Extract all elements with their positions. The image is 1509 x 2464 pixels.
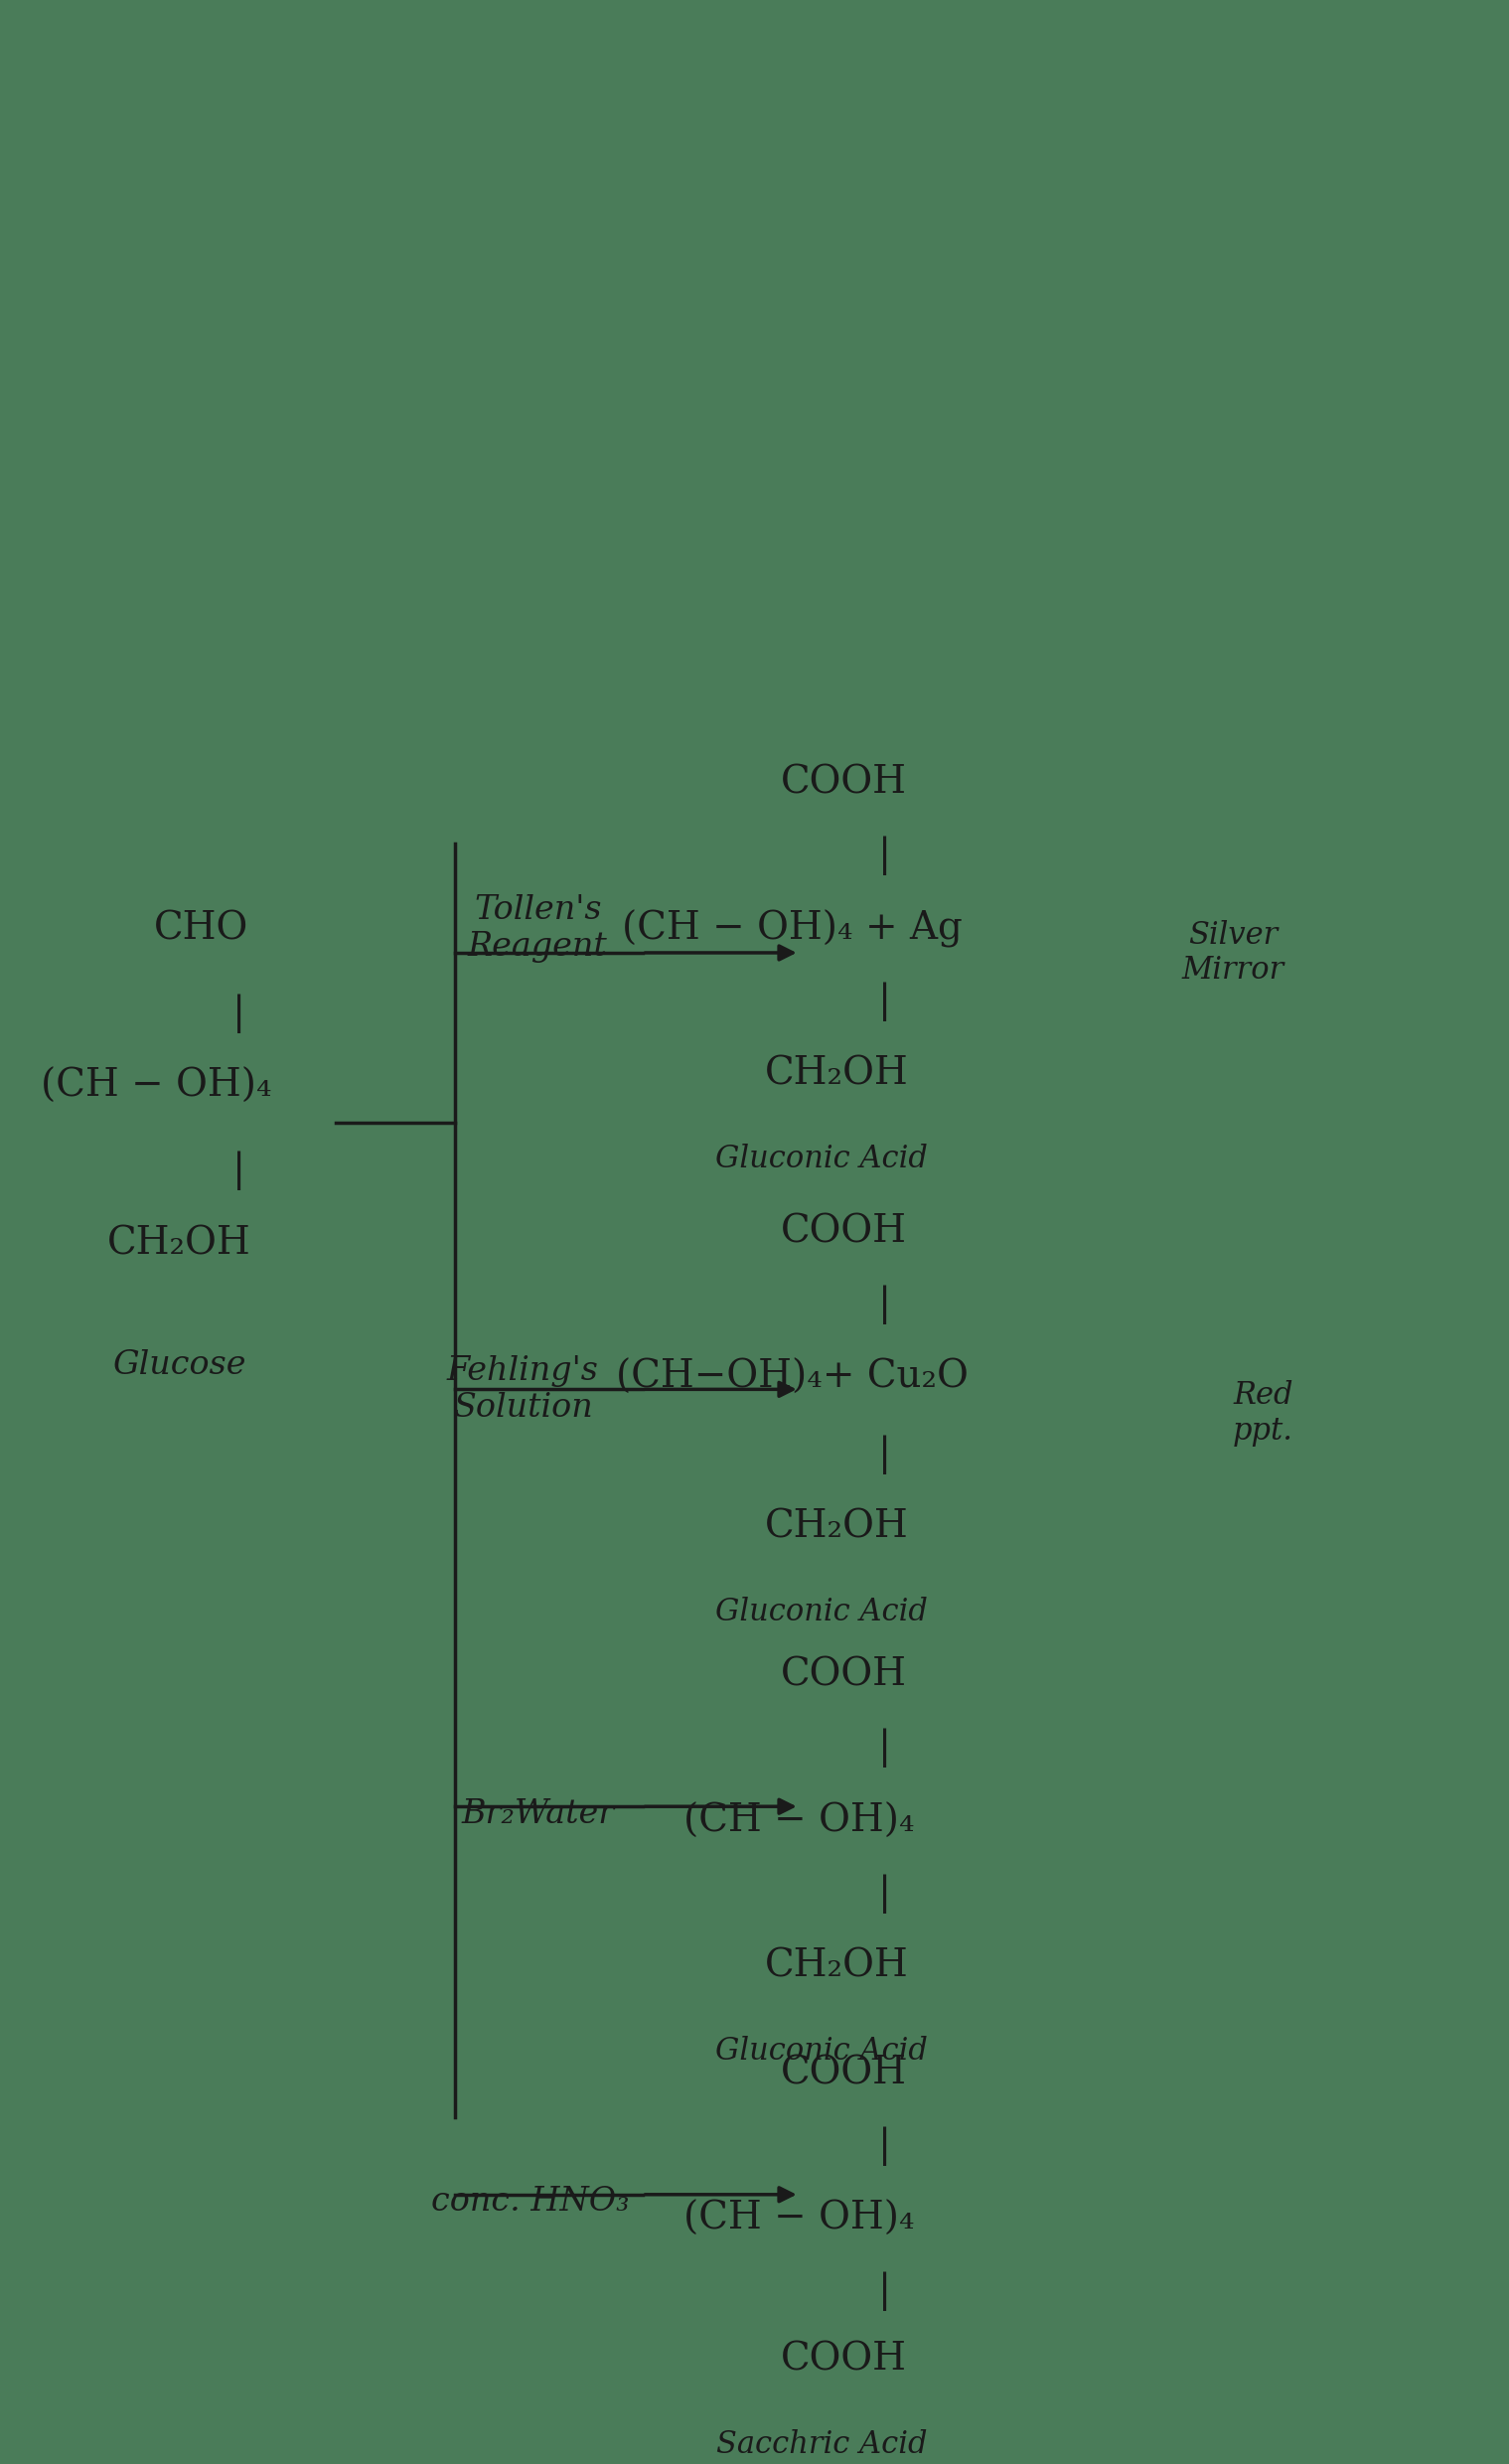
- Text: |: |: [878, 1875, 892, 1915]
- Text: Tollen's
Reagent: Tollen's Reagent: [468, 894, 608, 963]
- Text: COOH: COOH: [782, 1658, 907, 1693]
- Text: Gluconic Acid: Gluconic Acid: [715, 1143, 928, 1175]
- Text: |: |: [232, 993, 244, 1032]
- Text: (CH − OH)₄: (CH − OH)₄: [684, 2200, 914, 2237]
- Text: |: |: [878, 981, 892, 1020]
- Text: |: |: [878, 2126, 892, 2166]
- Text: (CH − OH)₄: (CH − OH)₄: [41, 1067, 272, 1104]
- Text: conc. HNO₃: conc. HNO₃: [432, 2186, 629, 2218]
- Text: Gluconic Acid: Gluconic Acid: [715, 2035, 928, 2067]
- Text: Silver
Mirror: Silver Mirror: [1182, 919, 1284, 986]
- Text: |: |: [878, 1284, 892, 1323]
- Text: |: |: [232, 1151, 244, 1190]
- Text: Sacchric Acid: Sacchric Acid: [717, 2430, 928, 2459]
- Text: COOH: COOH: [782, 2341, 907, 2378]
- Text: COOH: COOH: [782, 764, 907, 801]
- Text: CH₂OH: CH₂OH: [765, 1508, 908, 1545]
- Text: CH₂OH: CH₂OH: [765, 1949, 908, 1986]
- Text: COOH: COOH: [782, 1212, 907, 1249]
- Text: Br₂Water: Br₂Water: [462, 1799, 614, 1831]
- Text: CH₂OH: CH₂OH: [107, 1225, 250, 1262]
- Text: (CH − OH)₄: (CH − OH)₄: [684, 1804, 914, 1841]
- Text: CH₂OH: CH₂OH: [765, 1055, 908, 1092]
- Text: |: |: [878, 2272, 892, 2311]
- Text: (CH − OH)₄ + Ag: (CH − OH)₄ + Ag: [622, 909, 963, 949]
- Text: |: |: [878, 1730, 892, 1767]
- Text: Fehling's
Solution: Fehling's Solution: [447, 1355, 599, 1424]
- Text: (CH−OH)₄+ Cu₂O: (CH−OH)₄+ Cu₂O: [616, 1358, 969, 1395]
- Text: |: |: [878, 835, 892, 875]
- Text: CHO: CHO: [154, 909, 249, 946]
- Text: COOH: COOH: [782, 2055, 907, 2092]
- Text: Glucose: Glucose: [112, 1350, 246, 1380]
- Text: |: |: [878, 1434, 892, 1473]
- Text: Gluconic Acid: Gluconic Acid: [715, 1597, 928, 1629]
- Text: Red
ppt.: Red ppt.: [1233, 1380, 1293, 1446]
